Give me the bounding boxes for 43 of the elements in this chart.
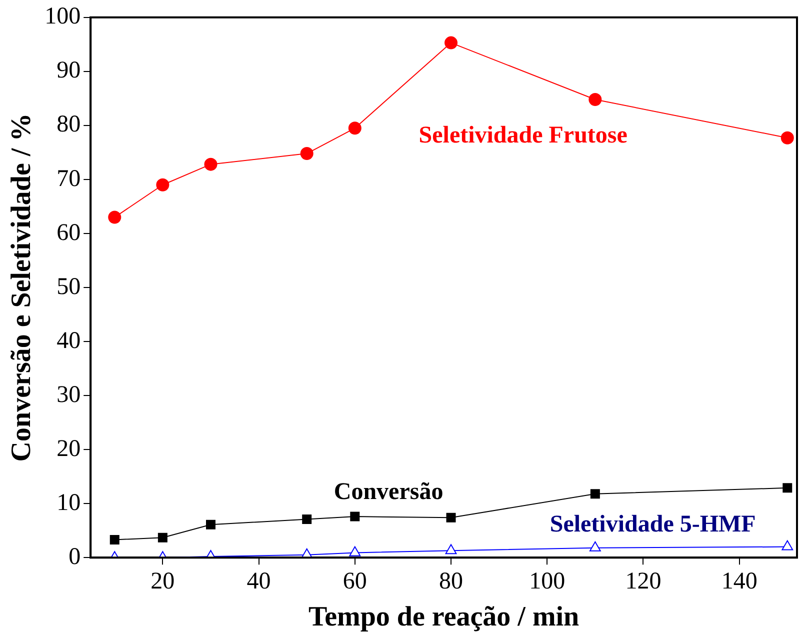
point <box>206 520 216 530</box>
point <box>782 483 792 493</box>
point <box>350 512 360 522</box>
y-tick-label: 70 <box>56 166 81 192</box>
x-tick-label: 120 <box>625 568 662 594</box>
x-tick-label: 100 <box>529 568 566 594</box>
point <box>588 93 602 106</box>
x-tick-label: 20 <box>150 568 175 594</box>
y-tick-label: 10 <box>56 490 81 516</box>
point <box>782 540 794 550</box>
y-tick-label: 0 <box>68 544 81 570</box>
point <box>348 122 362 135</box>
y-tick-label: 50 <box>56 274 81 300</box>
point <box>108 210 122 224</box>
y-tick-label: 80 <box>56 112 81 138</box>
x-tick-label: 80 <box>439 568 464 594</box>
point <box>158 532 168 542</box>
y-tick-label: 100 <box>44 4 81 30</box>
y-axis-title: Conversão e Seletividade / % <box>6 113 38 462</box>
series-label: Conversão <box>334 478 444 505</box>
point <box>300 147 314 160</box>
y-tick-label: 60 <box>56 220 81 246</box>
x-tick-label: 140 <box>721 568 758 594</box>
x-axis-title: Tempo de reação / min <box>308 601 580 632</box>
point <box>302 514 312 524</box>
y-tick-label: 90 <box>56 58 81 84</box>
x-tick-label: 40 <box>246 568 271 594</box>
y-tick-label: 20 <box>56 436 81 462</box>
point <box>156 178 170 192</box>
point <box>780 131 794 144</box>
point <box>446 512 456 522</box>
point <box>589 541 601 552</box>
y-tick-label: 40 <box>56 328 81 354</box>
y-tick-label: 30 <box>56 382 81 408</box>
point <box>110 535 120 545</box>
x-tick-label: 60 <box>342 568 367 594</box>
point <box>590 489 600 499</box>
point <box>204 158 218 171</box>
point <box>445 544 457 554</box>
series-label: Seletividade 5-HMF <box>550 511 756 538</box>
point <box>444 36 458 50</box>
series-label: Seletividade Frutose <box>418 122 628 148</box>
point <box>349 546 361 556</box>
